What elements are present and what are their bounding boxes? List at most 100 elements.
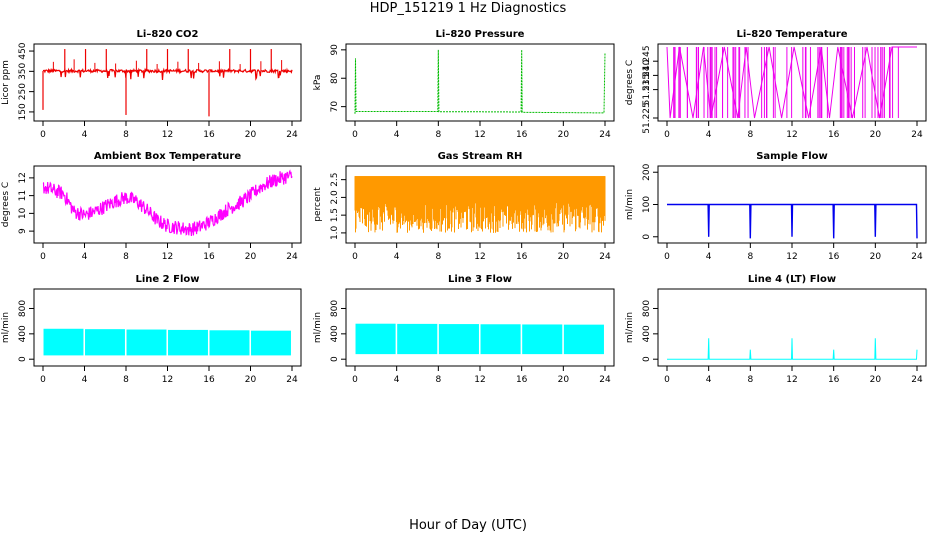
y-tick-label: 51.235 bbox=[642, 74, 652, 106]
flow-band bbox=[126, 329, 167, 356]
x-tick-label: 0 bbox=[40, 130, 46, 140]
y-tick-label: 450 bbox=[18, 42, 28, 59]
x-tick-label: 8 bbox=[123, 375, 129, 385]
data-series bbox=[355, 323, 604, 355]
flow-band bbox=[251, 330, 291, 356]
y-tick-label: 11 bbox=[18, 190, 28, 201]
panel-title: Sample Flow bbox=[756, 151, 828, 162]
flow-band bbox=[85, 329, 125, 356]
y-tick-label: 800 bbox=[18, 300, 28, 317]
chart-panel-5: Gas Stream RH percent 0 4 8 12 16 20 24 1.0 1.5 2.0… bbox=[313, 151, 615, 262]
data-series bbox=[666, 46, 917, 119]
x-tick-label: 8 bbox=[747, 130, 753, 140]
x-tick-label: 12 bbox=[162, 130, 173, 140]
x-tick-label: 12 bbox=[162, 375, 173, 385]
data-series bbox=[667, 338, 918, 360]
flow-band bbox=[438, 324, 479, 355]
figure-x-axis-label: Hour of Day (UTC) bbox=[409, 518, 527, 533]
series-line bbox=[42, 169, 293, 236]
x-tick-label: 16 bbox=[203, 252, 215, 262]
y-tick-label: 250 bbox=[18, 83, 28, 100]
x-tick-label: 0 bbox=[352, 252, 358, 262]
data-series bbox=[42, 169, 293, 236]
x-tick-label: 4 bbox=[82, 252, 88, 262]
y-tick-label: 0 bbox=[330, 356, 340, 362]
y-tick-label: 51.240 bbox=[642, 59, 652, 91]
x-tick-label: 24 bbox=[911, 375, 923, 385]
chart-panel-3: Li–820 Temperature degrees C 0 4 8 12 16 20 24 51… bbox=[625, 29, 927, 140]
x-tick-label: 4 bbox=[706, 375, 712, 385]
chart-panel-9: Line 4 (LT) Flow ml/min 0 4 8 12 16 20 24 0 400 800 bbox=[625, 274, 927, 385]
series-line bbox=[667, 338, 918, 360]
y-tick-label: 80 bbox=[330, 72, 340, 84]
x-tick-label: 8 bbox=[435, 375, 441, 385]
y-axis-label: degrees C bbox=[1, 182, 11, 227]
panel-title: Li–820 CO2 bbox=[137, 29, 199, 40]
x-tick-label: 24 bbox=[911, 252, 923, 262]
x-tick-label: 0 bbox=[352, 375, 358, 385]
x-tick-label: 0 bbox=[352, 130, 358, 140]
x-tick-label: 4 bbox=[394, 130, 400, 140]
chart-panel-7: Line 2 Flow ml/min 0 4 8 12 16 20 24 0 400 800 bbox=[1, 274, 302, 385]
x-tick-label: 20 bbox=[558, 375, 570, 385]
y-tick-label: 100 bbox=[642, 196, 652, 213]
x-tick-label: 0 bbox=[664, 252, 670, 262]
x-tick-label: 24 bbox=[286, 375, 298, 385]
x-tick-label: 8 bbox=[435, 130, 441, 140]
x-tick-label: 0 bbox=[664, 375, 670, 385]
flow-band bbox=[209, 330, 250, 356]
x-tick-label: 20 bbox=[558, 252, 570, 262]
x-tick-label: 20 bbox=[870, 252, 882, 262]
y-tick-label: 1.0 bbox=[330, 225, 340, 240]
y-tick-label: 0 bbox=[18, 356, 28, 362]
chart-panel-4: Ambient Box Temperature degrees C 0 4 8 12 16 2… bbox=[1, 151, 302, 262]
y-tick-label: 51.225 bbox=[642, 102, 652, 134]
x-tick-label: 4 bbox=[394, 252, 400, 262]
y-tick-label: 800 bbox=[330, 300, 340, 317]
panel-title: Line 2 Flow bbox=[136, 274, 200, 285]
x-tick-label: 16 bbox=[516, 130, 528, 140]
chart-panel-1: Li–820 CO2 Licor ppm 0 4 8 12 16 20 24 150 250 350 4… bbox=[1, 29, 302, 140]
x-tick-label: 20 bbox=[870, 375, 882, 385]
chart-panel-2: Li–820 Pressure kPa 0 4 8 12 16 20 24 70 80 90 bbox=[313, 29, 615, 140]
y-tick-label: 800 bbox=[642, 300, 652, 317]
y-tick-label: 0 bbox=[642, 356, 652, 362]
x-tick-label: 12 bbox=[474, 130, 485, 140]
series-line bbox=[354, 49, 606, 114]
x-tick-label: 8 bbox=[123, 252, 129, 262]
x-tick-label: 0 bbox=[40, 252, 46, 262]
y-tick-label: 0 bbox=[642, 234, 652, 240]
data-series bbox=[667, 203, 918, 239]
x-tick-label: 20 bbox=[558, 130, 570, 140]
x-tick-label: 24 bbox=[599, 375, 611, 385]
x-tick-label: 8 bbox=[747, 375, 753, 385]
chart-panel-6: Sample Flow ml/min 0 4 8 12 16 20 24 0 100 200 bbox=[625, 151, 927, 262]
y-tick-label: 1.5 bbox=[330, 208, 340, 222]
flow-band bbox=[522, 324, 563, 355]
data-series bbox=[43, 328, 291, 356]
x-tick-label: 24 bbox=[286, 130, 298, 140]
x-tick-label: 16 bbox=[828, 252, 840, 262]
plot-frame bbox=[345, 43, 615, 122]
flow-band bbox=[480, 324, 521, 355]
x-tick-label: 16 bbox=[516, 252, 528, 262]
x-tick-label: 12 bbox=[786, 130, 797, 140]
y-tick-label: 2.5 bbox=[330, 172, 340, 186]
flow-band bbox=[397, 323, 438, 355]
y-tick-label: 90 bbox=[330, 44, 340, 56]
x-tick-label: 24 bbox=[599, 252, 611, 262]
y-tick-label: 400 bbox=[330, 325, 340, 342]
x-tick-label: 4 bbox=[706, 252, 712, 262]
x-tick-label: 20 bbox=[870, 130, 882, 140]
y-axis-label: percent bbox=[313, 187, 323, 222]
x-tick-label: 24 bbox=[286, 252, 298, 262]
x-tick-label: 8 bbox=[435, 252, 441, 262]
x-tick-label: 16 bbox=[828, 375, 840, 385]
x-tick-label: 20 bbox=[245, 130, 257, 140]
y-axis-label: ml/min bbox=[313, 312, 323, 343]
x-tick-label: 12 bbox=[786, 375, 797, 385]
panel-title: Gas Stream RH bbox=[438, 151, 523, 162]
plot-frame bbox=[33, 165, 302, 244]
x-tick-label: 4 bbox=[706, 130, 712, 140]
flow-band bbox=[43, 328, 84, 356]
